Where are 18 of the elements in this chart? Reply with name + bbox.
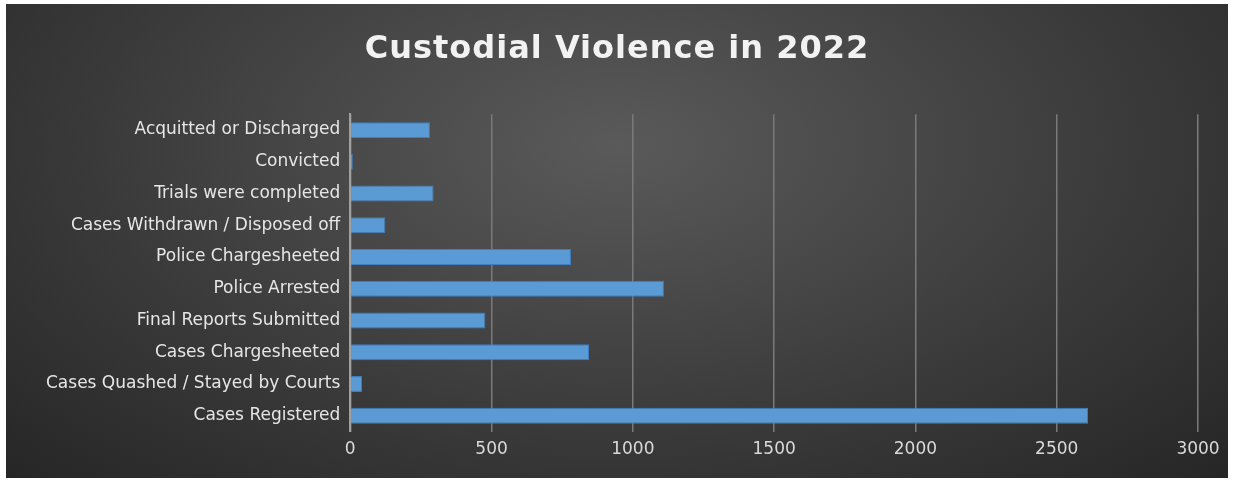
x-tick-label: 1000 (611, 438, 655, 459)
x-tick-label: 500 (475, 438, 508, 459)
y-tick-label: Acquitted or Discharged (134, 118, 341, 139)
y-tick-label: Final Reports Submitted (136, 308, 341, 329)
x-tick-label: 0 (344, 438, 356, 459)
x-tick-label: 1500 (752, 438, 796, 459)
y-tick-label: Cases Chargesheeted (154, 340, 341, 361)
y-tick-label: Cases Registered (193, 404, 341, 425)
y-tick-label: Cases Withdrawn / Disposed off (70, 213, 342, 234)
y-tick-label: Police Arrested (213, 277, 341, 298)
y-tick-label: Convicted (255, 150, 341, 171)
x-tick-label: 2000 (893, 438, 938, 459)
x-tick-label: 2500 (1035, 438, 1079, 459)
y-tick-label: Trials were completed (153, 181, 341, 202)
y-tick-label: Police Chargesheeted (156, 245, 341, 266)
x-tick-label: 3000 (1176, 438, 1220, 459)
chart-title: Custodial Violence in 2022 (363, 28, 871, 66)
y-tick-label: Cases Quashed / Stayed by Courts (45, 372, 341, 393)
